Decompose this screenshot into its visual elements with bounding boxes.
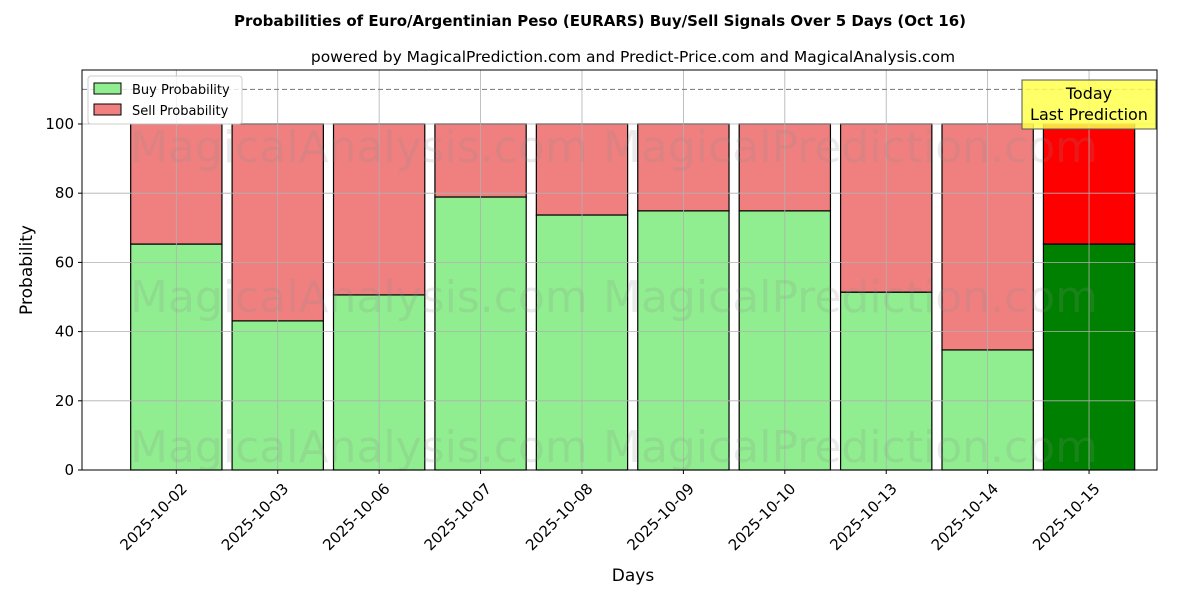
legend: Buy Probability Sell Probability — [87, 75, 243, 125]
watermark: MagicalPrediction.com — [603, 422, 1098, 473]
annotation-line2: Last Prediction — [1030, 105, 1148, 124]
chart-title: Probabilities of Euro/Argentinian Peso (… — [234, 12, 966, 30]
x-tick-label: 2025-10-03 — [218, 480, 292, 554]
watermarks: MagicalAnalysis.com MagicalPrediction.com… — [130, 122, 1098, 473]
legend-swatch-buy — [93, 82, 122, 95]
watermark: MagicalAnalysis.com — [130, 272, 588, 323]
x-tick-label: 2025-10-08 — [522, 480, 596, 554]
chart-subtitle: powered by MagicalPrediction.com and Pre… — [311, 48, 955, 66]
y-tick-label: 0 — [64, 461, 74, 479]
x-tick-label: 2025-10-06 — [319, 480, 393, 554]
legend-swatch-sell — [93, 103, 122, 116]
annotation-line1: Today — [1065, 84, 1112, 103]
y-tick-label: 80 — [55, 184, 74, 202]
watermark: MagicalAnalysis.com — [130, 122, 588, 173]
x-tick-label: 2025-10-07 — [421, 480, 495, 554]
watermark: MagicalAnalysis.com — [130, 422, 588, 473]
y-tick-label: 40 — [55, 323, 74, 341]
x-tick-label: 2025-10-13 — [826, 480, 900, 554]
y-tick-label: 100 — [45, 115, 74, 133]
today-annotation: Today Last Prediction — [1021, 79, 1157, 130]
x-tick-label: 2025-10-10 — [725, 480, 799, 554]
y-axis-label: Probability — [17, 225, 37, 315]
y-tick-label: 60 — [55, 253, 74, 271]
watermark: MagicalPrediction.com — [603, 272, 1098, 323]
x-tick-label: 2025-10-14 — [928, 480, 1002, 554]
x-tick-label: 2025-10-09 — [623, 480, 697, 554]
legend-label-sell: Sell Probability — [132, 104, 229, 119]
watermark: MagicalPrediction.com — [603, 122, 1098, 173]
x-tick-label: 2025-10-15 — [1029, 480, 1103, 554]
plot-frame — [81, 69, 1158, 471]
x-axis-label: Days — [612, 566, 655, 586]
legend-label-buy: Buy Probability — [132, 83, 230, 98]
y-tick-label: 20 — [55, 392, 74, 410]
x-tick-label: 2025-10-02 — [116, 480, 190, 554]
